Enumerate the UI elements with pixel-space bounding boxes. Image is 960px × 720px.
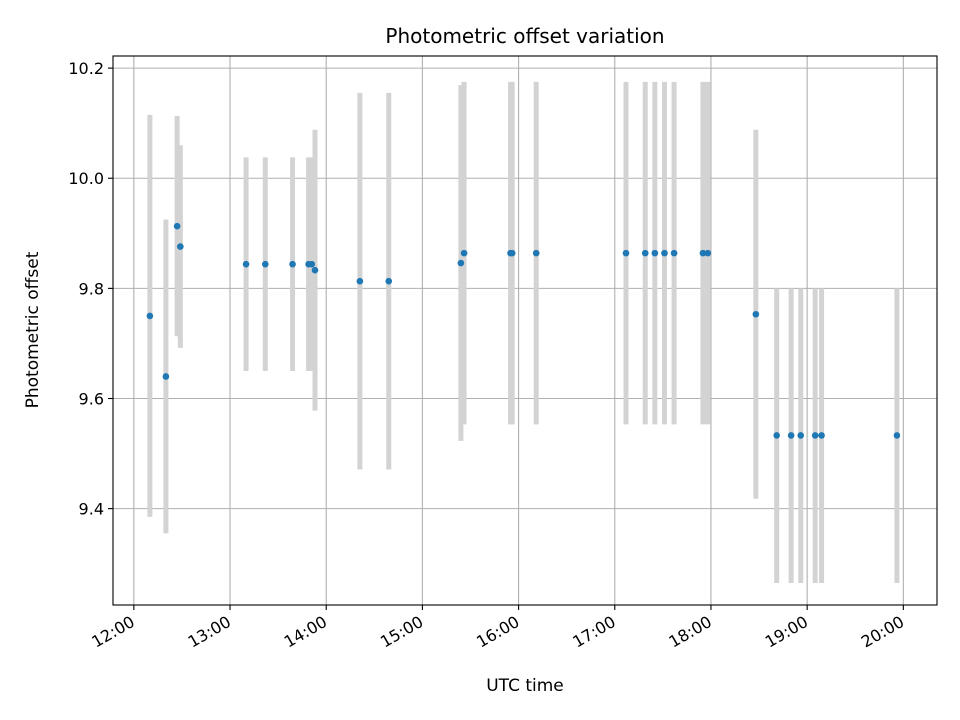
error-bars — [147, 81, 900, 583]
data-point — [311, 266, 319, 274]
y-tick-label: 9.8 — [79, 279, 104, 298]
grid — [113, 56, 937, 605]
y-tick-label: 9.4 — [79, 500, 104, 519]
data-point — [177, 243, 184, 250]
data-point — [146, 312, 154, 320]
data-point — [173, 222, 181, 230]
y-tick-label: 10.0 — [68, 169, 104, 188]
x-tick-label: 13:00 — [185, 612, 234, 652]
data-points — [146, 222, 901, 439]
data-point — [818, 432, 825, 439]
plot-frame — [112, 55, 938, 606]
y-tick-label: 10.2 — [68, 59, 104, 78]
x-tick-label: 14:00 — [281, 612, 330, 652]
data-point — [811, 432, 819, 439]
data-point — [622, 249, 630, 257]
data-point — [460, 249, 468, 257]
y-axis-ticks: 9.4 9.6 9.8 10.0 10.2 — [68, 59, 113, 519]
data-point — [162, 373, 170, 380]
data-point — [289, 260, 296, 268]
data-point — [699, 249, 707, 257]
data-point — [532, 249, 540, 257]
data-point — [773, 432, 780, 439]
chart-title: Photometric offset variation — [385, 24, 664, 48]
data-point — [893, 432, 901, 439]
x-tick-label: 12:00 — [88, 612, 137, 652]
x-tick-label: 20:00 — [858, 612, 907, 652]
y-tick-label: 9.6 — [79, 390, 104, 409]
x-tick-label: 15:00 — [377, 612, 426, 652]
x-tick-label: 19:00 — [762, 612, 811, 652]
data-point — [797, 432, 805, 439]
data-point — [261, 260, 269, 268]
data-point — [308, 260, 316, 268]
data-point — [670, 249, 678, 257]
x-axis-label: UTC time — [486, 676, 564, 696]
data-point — [704, 249, 712, 257]
data-point — [752, 310, 760, 318]
data-point — [641, 249, 649, 257]
data-point — [356, 277, 364, 285]
data-point — [457, 259, 465, 267]
data-point — [651, 249, 659, 257]
data-point — [787, 432, 795, 439]
data-point — [661, 249, 668, 257]
x-axis-ticks: 12:00 13:00 14:00 15:00 16:00 17:00 18:00 19:00… — [88, 605, 907, 652]
data-point — [385, 277, 393, 285]
y-axis-label: Photometric offset — [23, 251, 43, 408]
x-tick-label: 16:00 — [473, 612, 522, 652]
data-point — [508, 249, 516, 257]
data-point — [242, 260, 250, 268]
x-tick-label: 17:00 — [569, 612, 618, 652]
x-tick-label: 18:00 — [666, 612, 715, 652]
